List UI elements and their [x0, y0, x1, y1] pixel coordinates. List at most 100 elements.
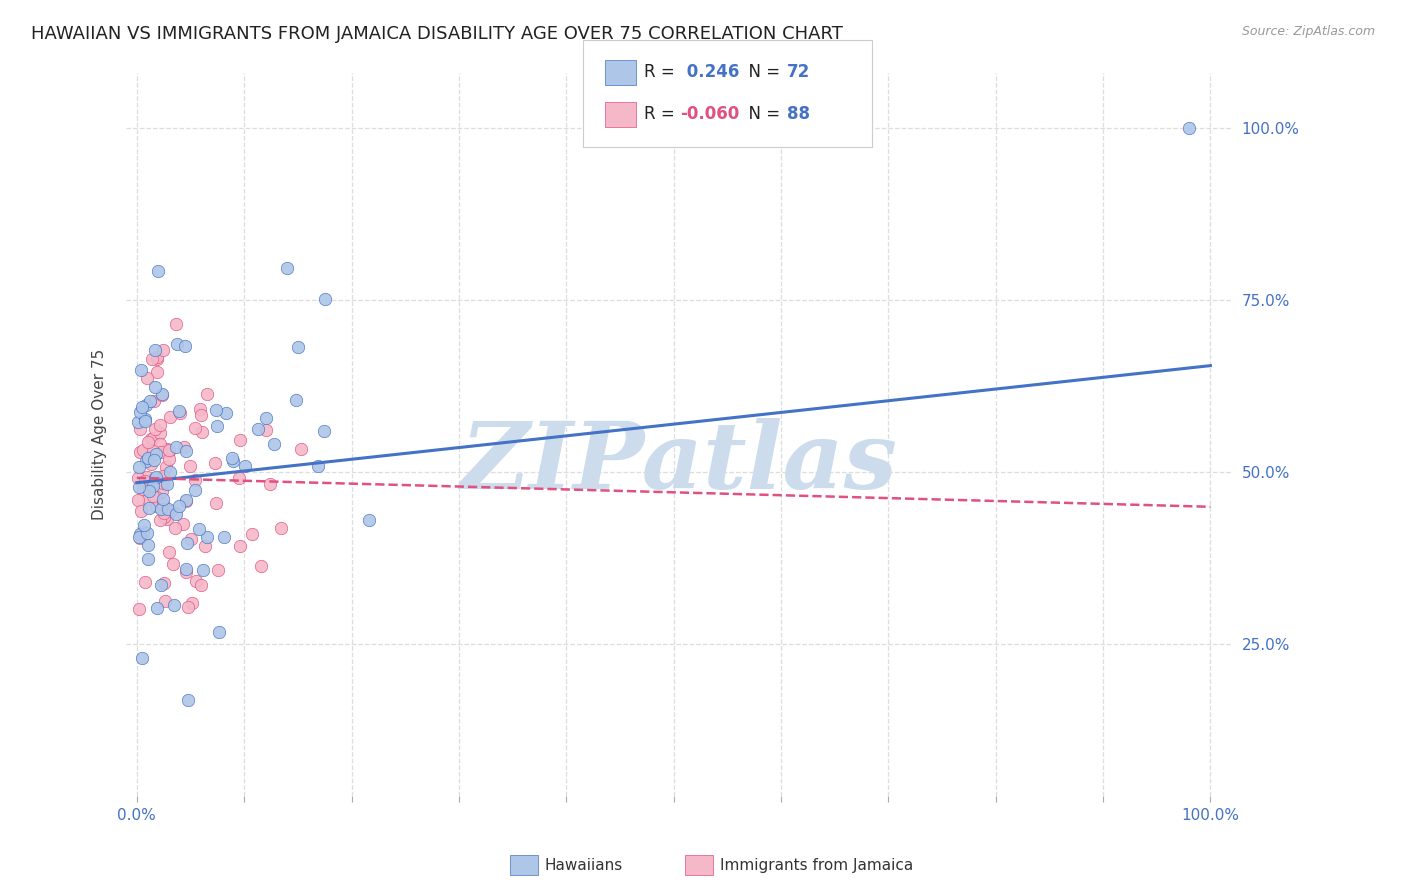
Point: [157, 444, 180, 458]
Point: [214, 406, 236, 420]
Point: [139, 483, 162, 497]
Point: [176, 693, 198, 707]
Point: [142, 394, 165, 409]
Point: [180, 532, 202, 546]
Point: [142, 489, 165, 503]
Point: [136, 450, 159, 465]
Point: [149, 513, 172, 527]
Point: [307, 458, 329, 473]
Point: [155, 594, 177, 608]
Point: [194, 540, 217, 554]
Point: [314, 292, 336, 306]
Point: [135, 398, 157, 412]
Text: 72: 72: [787, 63, 811, 81]
Point: [156, 442, 179, 457]
Point: [174, 338, 197, 352]
Point: [176, 536, 198, 550]
Point: [145, 500, 167, 514]
Point: [146, 365, 169, 379]
Point: [127, 492, 149, 507]
Text: Immigrants from Jamaica: Immigrants from Jamaica: [720, 858, 912, 872]
Point: [165, 521, 187, 535]
Point: [143, 343, 166, 358]
Point: [152, 498, 174, 512]
Text: -0.060: -0.060: [681, 105, 740, 123]
Point: [169, 499, 191, 513]
Point: [152, 492, 174, 507]
Point: [132, 442, 155, 457]
Point: [127, 471, 149, 485]
Point: [136, 492, 159, 507]
Point: [149, 445, 172, 459]
Point: [254, 423, 277, 437]
Point: [205, 495, 228, 509]
Point: [139, 457, 162, 471]
Point: [128, 459, 150, 474]
Point: [131, 400, 153, 414]
Point: [160, 504, 183, 518]
Point: [165, 440, 187, 454]
Point: [195, 386, 218, 401]
Point: [157, 451, 180, 466]
Point: [184, 483, 207, 497]
Point: [128, 480, 150, 494]
Point: [132, 482, 155, 496]
Point: [134, 414, 156, 428]
Point: [150, 387, 173, 401]
Text: N =: N =: [738, 105, 786, 123]
Point: [145, 447, 167, 461]
Point: [129, 445, 152, 459]
Point: [165, 507, 187, 521]
Point: [131, 650, 153, 665]
Point: [166, 336, 188, 351]
Point: [207, 563, 229, 577]
Point: [155, 511, 177, 525]
Point: [233, 458, 256, 473]
Point: [270, 521, 292, 535]
Point: [134, 474, 156, 488]
Point: [142, 443, 165, 458]
Text: 88: 88: [787, 105, 810, 123]
Point: [314, 424, 336, 438]
Point: [229, 539, 252, 553]
Point: [128, 422, 150, 436]
Point: [128, 602, 150, 616]
Point: [240, 527, 263, 541]
Point: [167, 404, 190, 418]
Point: [129, 405, 152, 419]
Point: [155, 460, 177, 475]
Point: [184, 420, 207, 434]
Point: [135, 525, 157, 540]
Point: [197, 530, 219, 544]
Point: [141, 351, 163, 366]
Point: [191, 563, 214, 577]
Point: [145, 350, 167, 364]
Point: [152, 576, 174, 591]
Point: [229, 433, 252, 447]
Point: [153, 506, 176, 520]
Point: [184, 474, 207, 488]
Text: ZIPatlas: ZIPatlas: [461, 418, 897, 508]
Point: [138, 500, 160, 515]
Point: [142, 479, 165, 493]
Point: [159, 409, 181, 424]
Text: HAWAIIAN VS IMMIGRANTS FROM JAMAICA DISABILITY AGE OVER 75 CORRELATION CHART: HAWAIIAN VS IMMIGRANTS FROM JAMAICA DISA…: [31, 25, 842, 43]
Point: [149, 436, 172, 450]
Point: [212, 530, 235, 544]
Point: [287, 340, 309, 354]
Text: 0.246: 0.246: [681, 63, 740, 81]
Point: [181, 596, 204, 610]
Point: [142, 431, 165, 445]
Point: [149, 578, 172, 592]
Point: [145, 490, 167, 504]
Point: [165, 317, 187, 331]
Point: [156, 477, 179, 491]
Point: [208, 625, 231, 640]
Point: [153, 509, 176, 524]
Point: [136, 434, 159, 449]
Point: [145, 471, 167, 485]
Point: [254, 411, 277, 425]
Point: [259, 477, 281, 491]
Point: [204, 456, 226, 470]
Point: [129, 504, 152, 518]
